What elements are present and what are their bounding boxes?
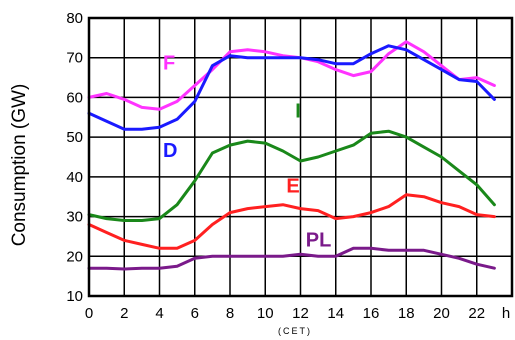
x-tick-label: 14 <box>327 305 344 322</box>
x-tick-label: 22 <box>468 305 485 322</box>
x-tick-label: 20 <box>433 305 450 322</box>
y-tick-label: 50 <box>66 129 83 146</box>
series-label-d: D <box>163 140 177 162</box>
x-tick-label: 0 <box>85 305 93 322</box>
y-tick-label: 60 <box>66 89 83 106</box>
x-tick-label: 10 <box>257 305 274 322</box>
series-lines <box>87 40 496 271</box>
x-axis-unit: h <box>502 305 510 322</box>
series-labels: F D I E PL <box>163 53 331 252</box>
y-tick-label: 80 <box>66 10 83 27</box>
x-tick-label: 2 <box>120 305 128 322</box>
x-tick-label: 6 <box>191 305 199 322</box>
x-tick-label: 8 <box>226 305 234 322</box>
series-label-e: E <box>286 176 299 198</box>
y-tick-label: 70 <box>66 50 83 67</box>
series-line-pl <box>87 246 496 271</box>
series-line-e <box>87 193 496 250</box>
x-tick-label: 16 <box>363 305 380 322</box>
x-axis-label: (CET) <box>278 326 312 336</box>
y-tick-label: 10 <box>66 288 83 305</box>
series-label-pl: PL <box>306 229 332 251</box>
y-tick-label: 30 <box>66 209 83 226</box>
x-tick-label: 4 <box>155 305 163 322</box>
series-line-i <box>87 129 496 222</box>
x-tick-label: 12 <box>292 305 309 322</box>
plot-frame <box>87 16 514 298</box>
y-tick-labels: 10 20 30 40 50 60 70 80 <box>66 10 83 305</box>
y-axis-label: Consumption (GW) <box>9 84 30 247</box>
series-label-f: F <box>163 53 175 75</box>
y-tick-label: 20 <box>66 248 83 265</box>
x-tick-label: 18 <box>398 305 415 322</box>
x-tick-labels: 0 2 4 6 8 10 12 14 16 18 20 22 <box>85 305 485 322</box>
y-tick-label: 40 <box>66 169 83 186</box>
series-line-f <box>87 40 496 111</box>
series-line-d <box>87 44 496 131</box>
series-label-i: I <box>295 100 301 122</box>
